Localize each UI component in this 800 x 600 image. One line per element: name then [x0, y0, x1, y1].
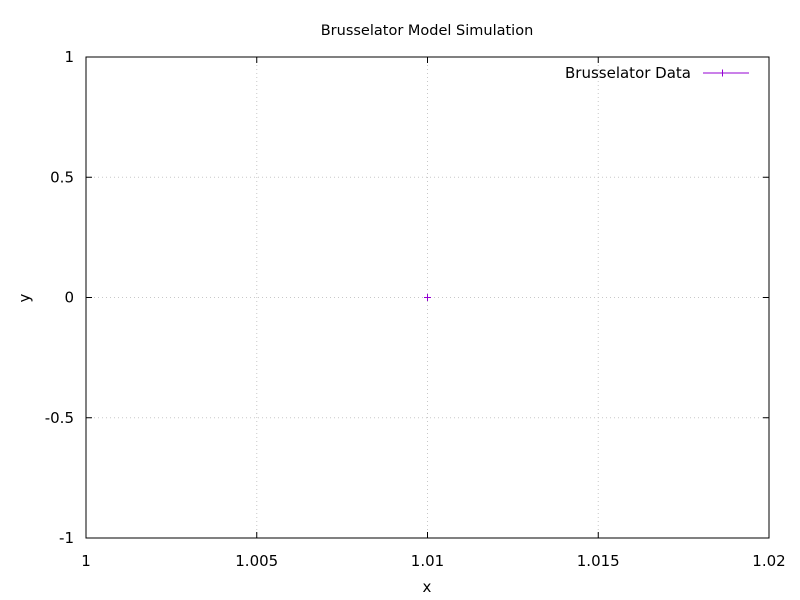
x-tick-label: 1.015	[577, 552, 620, 570]
x-tick-label: 1	[81, 552, 91, 570]
y-tick-label: -0.5	[45, 409, 74, 427]
data-point	[424, 294, 431, 301]
y-tick-label: -1	[59, 529, 74, 547]
x-tick-label: 1.005	[235, 552, 278, 570]
y-axis-label: y	[15, 293, 33, 302]
y-tick-label: 0	[64, 289, 74, 307]
legend-label: Brusselator Data	[565, 64, 691, 82]
x-axis-label: x	[423, 578, 432, 596]
y-tick-label: 0.5	[50, 168, 74, 186]
x-tick-label: 1.02	[752, 552, 785, 570]
x-axis-ticks: 1 1.005 1.01 1.015 1.02	[81, 57, 786, 570]
legend: Brusselator Data	[565, 64, 749, 82]
y-tick-label: 1	[64, 48, 74, 66]
x-tick-label: 1.01	[411, 552, 444, 570]
series-layer	[424, 294, 431, 301]
y-axis-ticks: 1 0.5 0 -0.5 -1	[45, 48, 769, 547]
chart-title: Brusselator Model Simulation	[321, 23, 534, 39]
